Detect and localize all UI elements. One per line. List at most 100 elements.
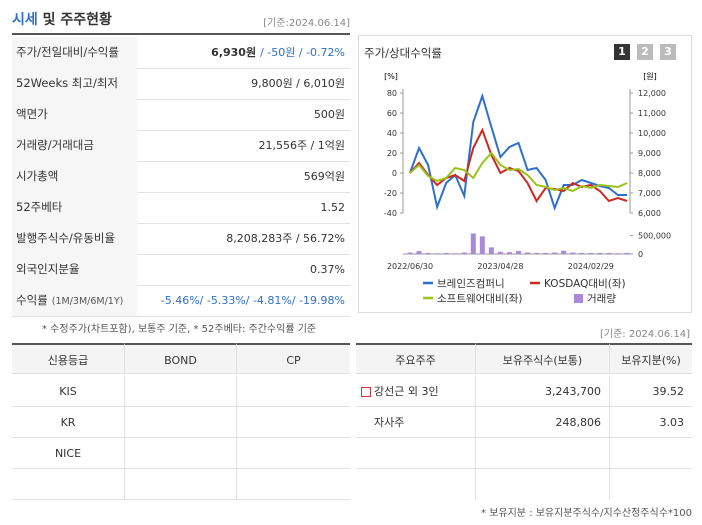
summary-row: 52Weeks 최고/최저 9,800원 / 6,010원 xyxy=(12,68,350,100)
holder-cell xyxy=(356,469,476,500)
credit-cell xyxy=(237,407,350,438)
value: 0.37% xyxy=(310,263,345,276)
volume-bar xyxy=(497,251,503,254)
credit-cell xyxy=(237,469,350,500)
change: -5.46%/ -5.33%/ -4.81%/ -19.98% xyxy=(160,294,345,307)
value: 569억원 xyxy=(303,170,345,183)
credit-cell: KR xyxy=(12,407,125,438)
label-sub: (1M/3M/6M/1Y) xyxy=(51,296,124,307)
title: 시세 및 주주현황 xyxy=(12,9,112,29)
summary-row: 52주베타 1.52 xyxy=(12,192,350,224)
holder-cell xyxy=(476,469,610,500)
row-value: 0.37% xyxy=(310,254,345,285)
volume-bar xyxy=(488,247,494,254)
y2-tick-label: 8,000 xyxy=(638,169,661,178)
legend-label: 소프트웨어대비(좌) xyxy=(437,293,522,305)
legend-label: 거래량 xyxy=(587,293,616,305)
label: 수익률 xyxy=(16,293,48,307)
y-tick-label: 40 xyxy=(387,129,397,138)
credit-cell xyxy=(125,438,237,469)
volume-bar xyxy=(407,252,413,254)
volume-bar xyxy=(588,252,594,254)
value: 8,208,283주 / 56.72% xyxy=(226,232,345,245)
volume-bar xyxy=(434,253,440,254)
volume-bar xyxy=(615,253,621,254)
volume-bar xyxy=(606,252,612,254)
y2-tick-label: 11,000 xyxy=(638,109,666,118)
value: 1.52 xyxy=(320,201,346,214)
row-label: 외국인지분율 xyxy=(12,254,137,285)
volume-bar xyxy=(479,236,485,254)
title-rest: 및 주주현황 xyxy=(42,12,112,28)
summary-row: 발행주식수/유동비율 8,208,283주 / 56.72% xyxy=(12,223,350,255)
holder-cell: 3,243,700 xyxy=(476,376,610,407)
date2: [기준: 2024.06.14] xyxy=(599,329,690,340)
volume-bar xyxy=(416,251,422,254)
y2-tick-label: 6,000 xyxy=(638,209,661,218)
credit-cell xyxy=(125,407,237,438)
footnote: * 보유지분 : 보유지분주식수/지수산정주식수*100 xyxy=(481,508,692,519)
row-value: 1.52 xyxy=(321,192,346,223)
row-value: 8,208,283주 / 56.72% xyxy=(226,223,345,254)
legend-swatch xyxy=(574,294,583,303)
volume-bar xyxy=(452,253,458,254)
label: 액면가 xyxy=(16,107,48,121)
value: 9,800원 / 6,010원 xyxy=(251,77,345,90)
x-tick-label: 2024/02/29 xyxy=(568,262,614,271)
row-value: 21,556주 / 1억원 xyxy=(258,130,345,161)
label: 외국인지분율 xyxy=(16,262,80,276)
header-cell: 보유주식수(보통) xyxy=(476,343,610,374)
label: 시가총액 xyxy=(16,169,59,183)
row-label: 주가/전일대비/수익률 xyxy=(12,37,137,68)
credit-cell xyxy=(12,469,125,500)
row-label: 발행주식수/유동비율 xyxy=(12,223,137,254)
row-label: 수익률 (1M/3M/6M/1Y) xyxy=(12,285,137,316)
y-tick-label: 80 xyxy=(387,89,397,98)
volume-bar xyxy=(443,252,449,254)
expand-icon[interactable] xyxy=(361,387,371,397)
y-tick-label: 0 xyxy=(392,169,397,178)
volume-bar xyxy=(597,252,603,254)
header-cell: 주요주주 xyxy=(356,343,476,374)
summary-row: 시가총액 569억원 xyxy=(12,161,350,193)
holder-cell: 39.52 xyxy=(610,376,692,407)
label: 주가/전일대비/수익률 xyxy=(16,45,119,59)
y2-unit: [원] xyxy=(643,72,657,81)
row-label: 액면가 xyxy=(12,99,137,130)
label: 거래량/거래대금 xyxy=(16,138,94,152)
holder-cell xyxy=(476,438,610,469)
summary-row: 수익률 (1M/3M/6M/1Y) -5.46%/ -5.33%/ -4.81%/ … xyxy=(12,285,350,317)
y2-tick-label: 7,000 xyxy=(638,189,661,198)
volume-bar xyxy=(624,252,630,254)
volume-bar xyxy=(525,252,531,254)
y-tick-label: 20 xyxy=(387,149,397,158)
header-cell: 신용등급 xyxy=(12,343,125,374)
line xyxy=(409,92,627,211)
rule xyxy=(12,33,350,35)
chart-button[interactable]: 2 xyxy=(637,44,653,60)
volume-bar xyxy=(570,252,576,254)
chart-button[interactable]: 1 xyxy=(614,44,630,60)
credit-cell xyxy=(237,438,350,469)
header-cell: BOND xyxy=(125,343,237,374)
value: 500원 xyxy=(313,108,345,121)
summary-row: 주가/전일대비/수익률 6,930원 / -50원 / -0.72% xyxy=(12,37,350,69)
volume-bar xyxy=(534,252,540,254)
y2-tick-label: 9,000 xyxy=(638,149,661,158)
summary-row: 외국인지분율 0.37% xyxy=(12,254,350,286)
y-tick-label: -40 xyxy=(384,209,397,218)
row-value: -5.46%/ -5.33%/ -4.81%/ -19.98% xyxy=(157,285,345,316)
volume-bar xyxy=(579,252,585,254)
chart-button[interactable]: 3 xyxy=(660,44,676,60)
legend-label: 브레인즈컴퍼니 xyxy=(437,278,505,290)
volume-bar xyxy=(552,252,558,254)
y-tick-label: -20 xyxy=(384,189,397,198)
row-value: 500원 xyxy=(314,99,345,130)
credit-cell xyxy=(125,469,237,500)
line xyxy=(409,151,628,193)
volume-bar xyxy=(543,252,549,254)
chart-panel xyxy=(358,35,692,313)
x-tick-label: 2022/06/30 xyxy=(387,262,433,271)
label: 52Weeks 최고/최저 xyxy=(16,76,118,90)
